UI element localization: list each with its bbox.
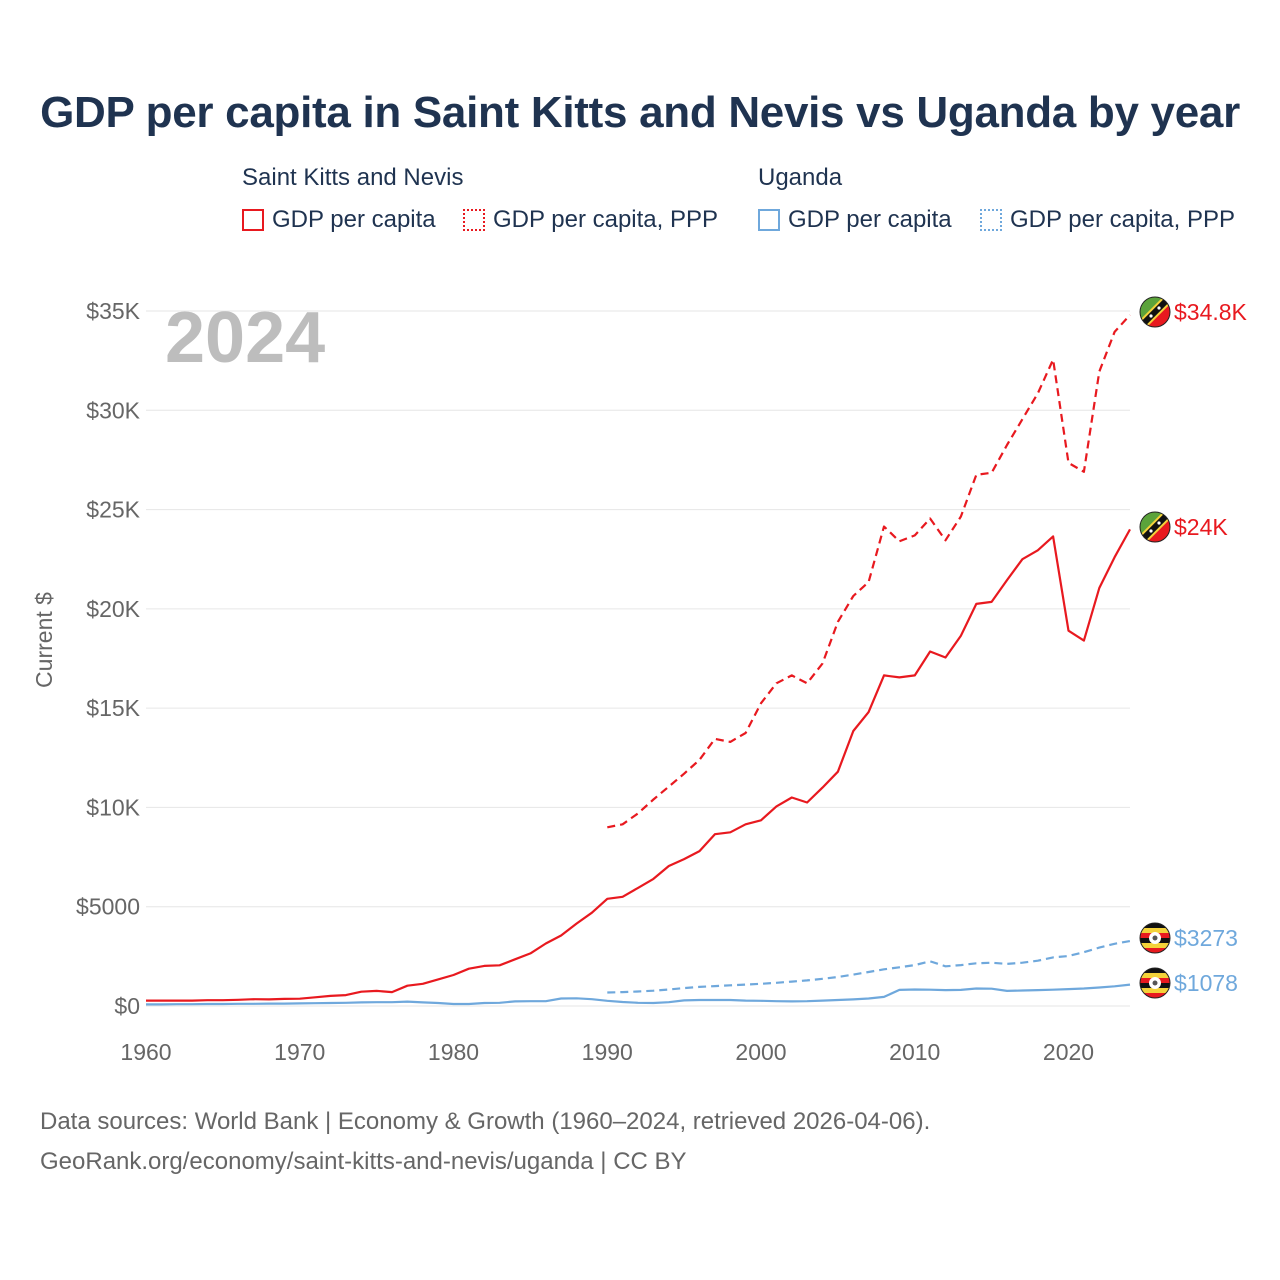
- series-end-label: $34.8K: [1174, 299, 1248, 325]
- legend-group-kn: Saint Kitts and Nevis: [242, 164, 464, 191]
- flag-border: [1139, 296, 1171, 328]
- y-axis-label: Current $: [31, 592, 57, 688]
- series-end-label: $3273: [1174, 925, 1238, 951]
- flag-border: [1139, 511, 1171, 543]
- flag-border: [1139, 967, 1171, 999]
- x-tick-label: 1990: [582, 1039, 633, 1065]
- legend-item-ug-gdp[interactable]: GDP per capita: [758, 206, 952, 234]
- flag-uganda-icon: [1140, 923, 1170, 953]
- legend-swatch-solid-blue: [758, 209, 780, 231]
- y-tick-label: $15K: [86, 695, 140, 721]
- footer-attribution: GeoRank.org/economy/saint-kitts-and-nevi…: [40, 1148, 687, 1175]
- flag-part: [1157, 521, 1161, 525]
- flag-part: [1140, 512, 1170, 542]
- legend-swatch-dotted-blue: [980, 209, 1002, 231]
- y-tick-label: $35K: [86, 298, 140, 324]
- series-line: [146, 983, 1131, 1006]
- x-tick-label: 1980: [428, 1039, 479, 1065]
- y-tick-label: $0: [114, 993, 140, 1019]
- legend-item-kn-ppp[interactable]: GDP per capita, PPP: [463, 206, 718, 234]
- x-tick-label: 1970: [274, 1039, 325, 1065]
- flag-part: [1140, 923, 1170, 929]
- flag-part: [1140, 948, 1170, 953]
- legend-item-kn-gdp[interactable]: GDP per capita: [242, 206, 436, 234]
- year-label: 2024: [165, 298, 325, 378]
- flag-part: [1152, 980, 1158, 986]
- flag-saint-kitts-icon: [1140, 297, 1170, 327]
- series-end-label: $1078: [1174, 970, 1238, 996]
- legend-label: GDP per capita, PPP: [493, 206, 718, 233]
- flag-border: [1139, 922, 1171, 954]
- series-line: [607, 314, 1131, 829]
- legend-label: GDP per capita: [788, 206, 952, 233]
- flag-part: [1140, 988, 1170, 994]
- flag-uganda-icon: [1140, 968, 1170, 998]
- series-end-label: $24K: [1174, 514, 1228, 540]
- legend-swatch-solid-red: [242, 209, 264, 231]
- legend-swatch-dotted-red: [463, 209, 485, 231]
- flag-part: [1149, 529, 1153, 533]
- flag-part: [1140, 993, 1170, 998]
- chart-title: GDP per capita in Saint Kitts and Nevis …: [40, 88, 1240, 137]
- y-tick-label: $10K: [86, 794, 140, 820]
- legend-group-ug: Uganda: [758, 164, 843, 191]
- legend-label: GDP per capita: [272, 206, 436, 233]
- x-tick-label: 1960: [120, 1039, 171, 1065]
- flag-part: [1140, 928, 1170, 934]
- y-tick-label: $25K: [86, 497, 140, 523]
- legend-item-ug-ppp[interactable]: GDP per capita, PPP: [980, 206, 1235, 234]
- flag-part: [1140, 943, 1170, 949]
- legend-label: GDP per capita, PPP: [1010, 206, 1235, 233]
- series-line: [146, 528, 1131, 1002]
- flag-part: [1149, 314, 1153, 318]
- flag-part: [1157, 306, 1161, 310]
- y-tick-label: $30K: [86, 397, 140, 423]
- flag-part: [1152, 935, 1158, 941]
- y-tick-label: $20K: [86, 596, 140, 622]
- y-tick-label: $5000: [76, 894, 140, 920]
- flag-part: [1140, 973, 1170, 979]
- flag-part: [1140, 297, 1170, 327]
- flag-part: [1140, 968, 1170, 974]
- flag-saint-kitts-icon: [1140, 512, 1170, 542]
- x-tick-label: 2000: [735, 1039, 786, 1065]
- footer-sources: Data sources: World Bank | Economy & Gro…: [40, 1108, 931, 1135]
- x-tick-label: 2020: [1043, 1039, 1094, 1065]
- series-line: [607, 939, 1131, 994]
- x-tick-label: 2010: [889, 1039, 940, 1065]
